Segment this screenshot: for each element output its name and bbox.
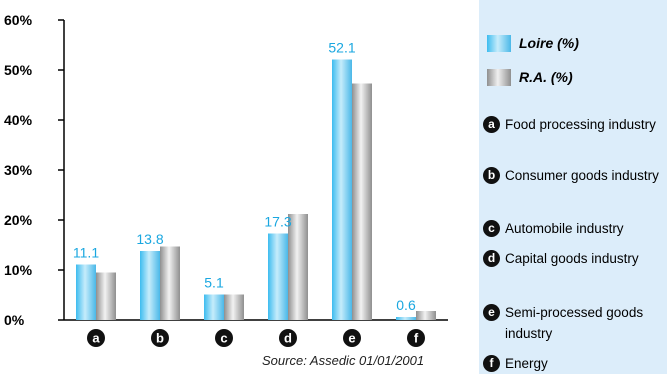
category-badge-a: a [483,116,500,133]
y-tick-label: 40% [4,112,33,128]
legend-swatch-loire [487,34,511,52]
x-badge-a [87,329,105,347]
bar-loire-d [268,233,288,320]
x-badge-d [279,329,297,347]
legend-label-ra: R.A. (%) [519,69,573,85]
category-label-f: Energy [505,356,548,371]
x-tick-label-f: f [414,331,419,346]
y-tick-label: 20% [4,212,33,228]
x-badge-f [407,329,425,347]
bar-ra-c [224,294,244,320]
legend-swatch-ra [487,68,511,86]
x-badge-e [343,329,361,347]
y-tick-label: 50% [4,62,33,78]
x-tick-label-c: c [220,331,227,346]
legend-label-loire: Loire (%) [519,35,579,51]
bar-loire-f [396,317,416,320]
bar-ra-a [96,272,116,320]
legend-panel: Loire (%) R.A. (%) a Food processing ind… [479,0,667,374]
y-tick-label: 0% [4,312,25,328]
legend-series-loire: Loire (%) [487,33,579,53]
category-label-d: Capital goods industry [505,251,639,266]
y-tick-label: 30% [4,162,33,178]
category-label-a: Food processing industry [505,117,656,132]
category-badge-e: e [483,304,500,321]
category-badge-d: d [483,250,500,267]
category-label-e: Semi-processed goods industry [505,305,644,341]
source-note: Source: Assedic 01/01/2001 [262,353,425,368]
category-badge-b: b [483,167,500,184]
category-label-c: Automobile industry [505,221,624,236]
data-label-f: 0.6 [396,297,416,313]
bar-ra-f [416,311,436,320]
y-tick-label: 10% [4,262,33,278]
bar-chart: 0% 10% 20% 30% 40% 50% 60% 11.1 13.8 5.1 17.3 52.1… [4,12,448,347]
legend-series-ra: R.A. (%) [487,67,573,87]
category-badge-c: c [483,220,500,237]
bar-loire-b [140,251,160,320]
data-label-c: 5.1 [204,275,224,291]
x-tick-label-e: e [348,331,355,346]
category-label-b: Consumer goods industry [505,168,659,183]
bar-loire-e [332,59,352,320]
data-label-e: 52.1 [328,40,355,56]
data-label-d: 17.3 [264,214,291,230]
bar-ra-b [160,246,180,320]
bar-loire-c [204,294,224,320]
bar-loire-a [76,264,96,320]
category-badge-f: f [483,355,500,372]
x-tick-label-d: d [284,331,292,346]
y-tick-label: 60% [4,12,33,28]
x-tick-label-b: b [156,331,164,346]
x-badge-c [215,329,233,347]
data-label-b: 13.8 [136,231,163,247]
bar-ra-d [288,214,308,320]
bar-ra-e [352,83,372,320]
x-badge-b [151,329,169,347]
data-label-a: 11.1 [73,245,99,261]
x-tick-label-a: a [92,331,100,346]
